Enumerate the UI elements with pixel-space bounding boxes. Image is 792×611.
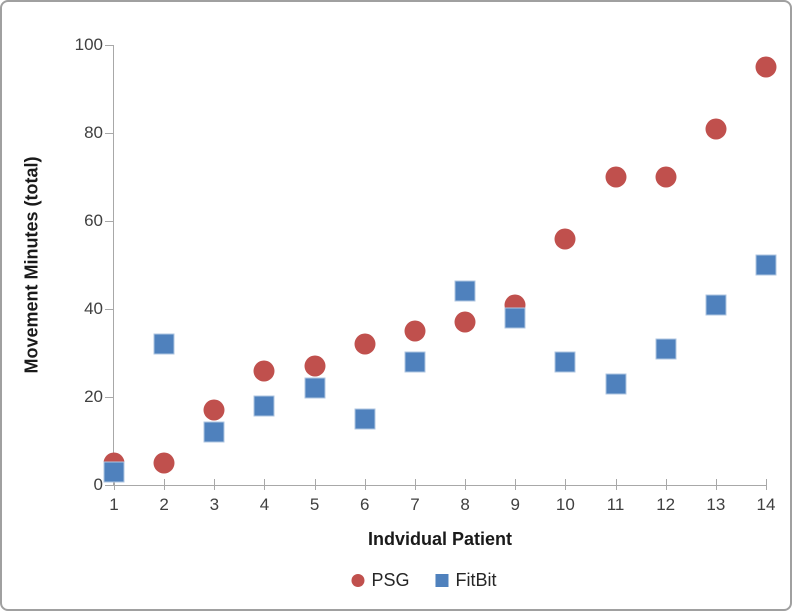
data-point-psg-11 (605, 166, 627, 188)
y-axis-title: Movement Minutes (total) (21, 156, 42, 374)
data-point-psg-12 (655, 166, 677, 188)
x-axis-tick (465, 479, 467, 490)
data-point-fitbit-9 (504, 307, 526, 329)
data-point-psg-6 (354, 333, 376, 355)
y-tick-label: 0 (93, 475, 103, 494)
y-tick-label: 60 (84, 211, 103, 230)
x-tick-label: 11 (606, 495, 625, 514)
data-point-psg-2 (153, 452, 175, 474)
data-point-psg-13 (705, 118, 727, 140)
data-point-fitbit-2 (153, 333, 175, 355)
x-tick-label: 14 (756, 495, 776, 514)
data-point-fitbit-8 (454, 280, 476, 302)
data-point-psg-10 (554, 228, 576, 250)
data-point-fitbit-7 (404, 351, 426, 373)
data-point-fitbit-11 (605, 373, 627, 395)
x-axis-tick (766, 479, 767, 490)
data-point-fitbit-6 (354, 408, 376, 430)
data-point-psg-8 (454, 311, 476, 333)
x-axis-title: Indvidual Patient (367, 529, 513, 549)
psg-circle-icon (351, 574, 365, 587)
y-axis-tick (105, 133, 113, 134)
legend-label-fitbit: FitBit (455, 570, 497, 590)
data-point-fitbit-14 (755, 254, 777, 276)
x-tick-label: 10 (555, 495, 575, 514)
x-tick-label: 9 (510, 495, 520, 514)
x-tick-label: 8 (460, 495, 470, 514)
x-tick-label: 3 (209, 495, 220, 514)
x-tick-label: 2 (159, 495, 169, 514)
data-point-psg-3 (203, 399, 225, 421)
x-axis-tick (214, 479, 216, 490)
x-tick-label: 13 (706, 495, 726, 514)
data-point-psg-7 (404, 320, 426, 342)
data-point-psg-14 (755, 56, 777, 78)
data-point-fitbit-1 (103, 461, 125, 483)
x-tick-label: 1 (109, 495, 119, 514)
data-point-fitbit-4 (253, 395, 275, 417)
data-point-fitbit-5 (304, 377, 326, 399)
data-point-fitbit-12 (655, 338, 677, 360)
y-tick-label: 20 (84, 387, 103, 406)
data-point-fitbit-13 (705, 294, 727, 316)
fitbit-square-icon (435, 574, 449, 587)
x-tick-label: 6 (360, 495, 370, 514)
x-tick-label: 12 (656, 495, 676, 514)
x-axis-tick (665, 479, 667, 490)
x-axis-tick (114, 479, 115, 490)
x-axis-tick (515, 479, 517, 490)
data-point-fitbit-3 (203, 421, 225, 443)
data-point-psg-5 (304, 355, 326, 377)
x-tick-label: 7 (410, 495, 420, 514)
x-axis-tick (414, 479, 416, 490)
legend-item-fitbit: FitBit (435, 570, 497, 591)
x-axis-tick (164, 479, 166, 490)
x-axis-line (113, 485, 767, 486)
x-axis-tick (715, 479, 717, 490)
x-axis-tick (364, 479, 366, 490)
y-axis-tick (105, 221, 113, 222)
y-axis-tick (105, 309, 113, 310)
legend-item-psg: PSG (351, 570, 410, 591)
y-axis-tick (105, 485, 113, 486)
x-axis-tick (565, 479, 567, 490)
x-tick-label: 5 (309, 495, 320, 514)
data-point-fitbit-10 (554, 351, 576, 373)
y-axis-line (113, 45, 114, 486)
data-point-psg-4 (253, 360, 275, 382)
x-axis-tick (615, 479, 617, 490)
y-axis-tick (105, 397, 113, 398)
y-tick-label: 100 (74, 35, 103, 54)
x-axis-tick (314, 479, 316, 490)
x-tick-label: 4 (259, 495, 270, 514)
x-axis-tick (264, 479, 266, 490)
legend: PSG FitBit (351, 570, 497, 591)
y-tick-label: 40 (84, 299, 103, 318)
y-tick-label: 80 (84, 123, 103, 142)
y-axis-tick (105, 45, 113, 46)
legend-label-psg: PSG (371, 570, 410, 590)
